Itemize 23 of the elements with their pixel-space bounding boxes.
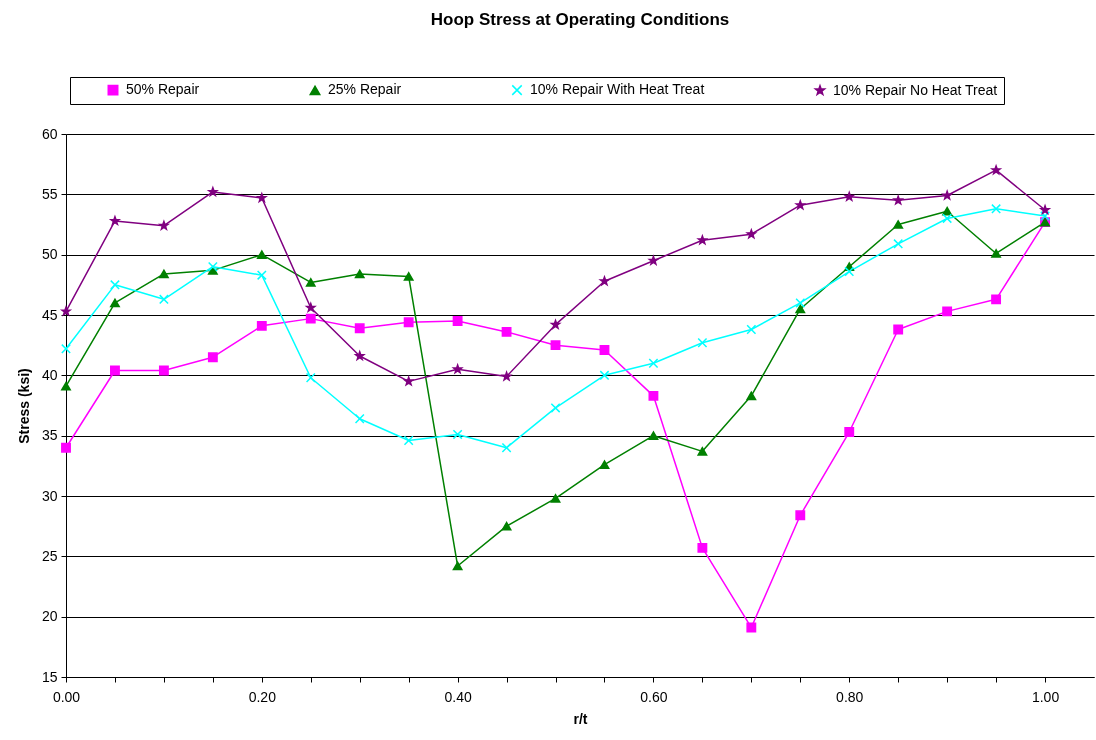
x-tick-label: 1.00 (1031, 688, 1060, 705)
y-tick-label: 60 (41, 125, 58, 142)
y-tick-label: 50 (41, 246, 58, 263)
y-tick-label: 45 (41, 306, 58, 323)
x-axis-title: r/t (573, 710, 588, 727)
legend-label: 10% Repair No Heat Treat (833, 81, 998, 98)
x-tick-label: 0.20 (248, 688, 277, 705)
y-tick-label: 35 (41, 427, 58, 444)
y-tick-label: 30 (41, 487, 58, 504)
y-tick-label: 15 (41, 668, 58, 685)
legend-label: 25% Repair (328, 81, 402, 98)
x-tick-label: 0.80 (836, 688, 864, 705)
chart-title: Hoop Stress at Operating Conditions (430, 9, 730, 29)
legend-label: 50% Repair (126, 81, 200, 98)
x-tick-label: 0.40 (444, 688, 472, 705)
y-axis-title: Stress (ksi) (15, 368, 32, 444)
y-tick-label: 20 (41, 608, 58, 625)
x-tick-label: 0.00 (52, 688, 81, 705)
y-tick-label: 55 (41, 185, 58, 202)
y-tick-label: 25 (41, 547, 58, 564)
legend-label: 10% Repair With Heat Treat (530, 81, 705, 98)
y-tick-label: 40 (41, 366, 58, 383)
x-tick-label: 0.60 (640, 688, 668, 705)
